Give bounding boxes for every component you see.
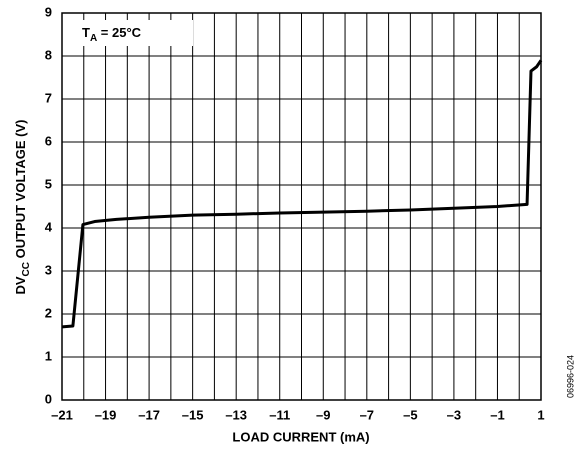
- y-tick-label: 9: [45, 4, 52, 19]
- y-tick-label: 6: [45, 133, 52, 148]
- x-tick-label: –5: [403, 407, 417, 422]
- annotation-box: [75, 20, 193, 46]
- x-tick-label: 1: [537, 407, 544, 422]
- y-tick-label: 0: [45, 391, 52, 406]
- y-tick-label: 2: [45, 305, 52, 320]
- x-tick-label: –3: [447, 407, 461, 422]
- x-tick-label: –17: [138, 407, 160, 422]
- y-tick-label: 1: [45, 348, 52, 363]
- y-tick-label: 7: [45, 90, 52, 105]
- y-tick-label: 8: [45, 47, 52, 62]
- y-tick-label: 5: [45, 176, 52, 191]
- x-axis-label: LOAD CURRENT (mA): [232, 429, 369, 444]
- x-tick-label: –21: [51, 407, 73, 422]
- y-tick-label: 4: [45, 219, 53, 234]
- annotation: TA = 25°C: [82, 25, 142, 43]
- x-tick-label: –11: [269, 407, 290, 422]
- x-tick-label: –15: [182, 407, 204, 422]
- figure-code: 06996-024: [565, 355, 575, 398]
- x-tick-label: –7: [360, 407, 374, 422]
- data-line: [61, 59, 543, 329]
- x-tick-label: –13: [225, 407, 247, 422]
- x-tick-label: –9: [316, 407, 330, 422]
- x-tick-label: –19: [95, 407, 117, 422]
- y-tick-label: 3: [45, 262, 52, 277]
- y-axis-label: DVCC OUTPUT VOLTAGE (V): [13, 119, 31, 294]
- x-tick-label: –1: [490, 407, 504, 422]
- plot-frame: [61, 12, 542, 401]
